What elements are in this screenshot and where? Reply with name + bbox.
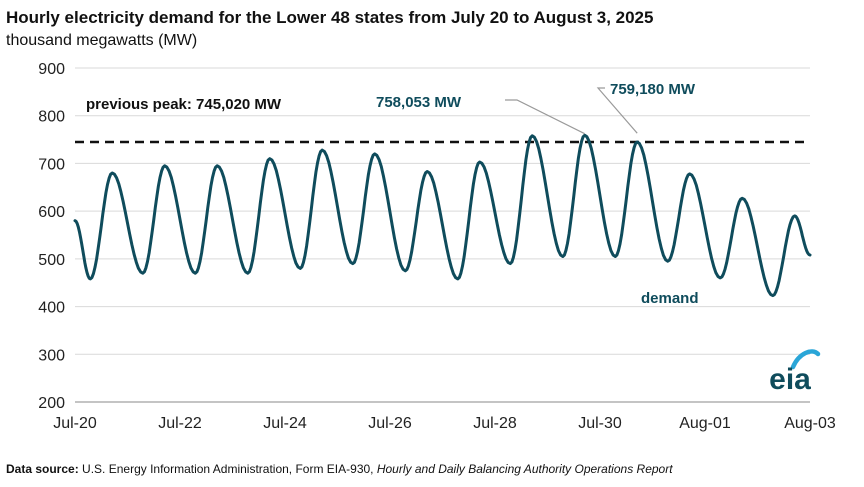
peak-annotation-label: 758,053 MW xyxy=(376,94,462,111)
y-tick-label: 600 xyxy=(38,204,65,221)
x-tick-label: Aug-01 xyxy=(679,415,731,432)
chart-subtitle: thousand megawatts (MW) xyxy=(6,32,198,49)
source-plain: U.S. Energy Information Administration, … xyxy=(82,462,374,476)
y-axis-ticks: 200 300 400 500 600 700 800 900 xyxy=(38,61,65,412)
grid-lines xyxy=(75,67,810,403)
peak-leader-line xyxy=(505,99,585,135)
source-prefix: Data source: xyxy=(6,462,79,476)
eia-logo-text: eia xyxy=(769,363,811,396)
x-tick-label: Jul-20 xyxy=(53,415,97,432)
eia-logo-arc xyxy=(790,349,821,370)
y-tick-label: 300 xyxy=(38,347,65,364)
peak-annotation-label: 759,180 MW xyxy=(610,81,696,98)
reference-layer: previous peak: 745,020 MW xyxy=(75,96,810,144)
y-tick-label: 800 xyxy=(38,109,65,126)
source-italic: Hourly and Daily Balancing Authority Ope… xyxy=(376,462,673,476)
data-source-note: Data source: U.S. Energy Information Adm… xyxy=(6,462,673,476)
x-tick-label: Jul-30 xyxy=(578,415,622,432)
chart-title: Hourly electricity demand for the Lower … xyxy=(6,8,654,27)
annotation-layer: 758,053 MW 759,180 MW xyxy=(376,81,696,135)
x-axis-ticks: Jul-20 Jul-22 Jul-24 Jul-26 Jul-28 Jul-30 Aug-… xyxy=(53,415,836,432)
y-tick-label: 900 xyxy=(38,61,65,78)
y-tick-label: 500 xyxy=(38,252,65,269)
previous-peak-label: previous peak: 745,020 MW xyxy=(86,96,282,113)
y-tick-label: 700 xyxy=(38,156,65,173)
demand-series-label: demand xyxy=(641,290,699,307)
peak-leader-line xyxy=(596,87,638,134)
eia-logo: eia xyxy=(769,349,821,396)
y-tick-label: 400 xyxy=(38,300,65,317)
x-tick-label: Jul-22 xyxy=(158,415,202,432)
demand-series-line xyxy=(73,133,812,298)
x-tick-label: Jul-28 xyxy=(473,415,517,432)
series-layer: demand xyxy=(73,133,812,307)
x-tick-label: Aug-03 xyxy=(784,415,836,432)
y-tick-label: 200 xyxy=(38,395,65,412)
x-tick-label: Jul-24 xyxy=(263,415,307,432)
x-tick-label: Jul-26 xyxy=(368,415,412,432)
